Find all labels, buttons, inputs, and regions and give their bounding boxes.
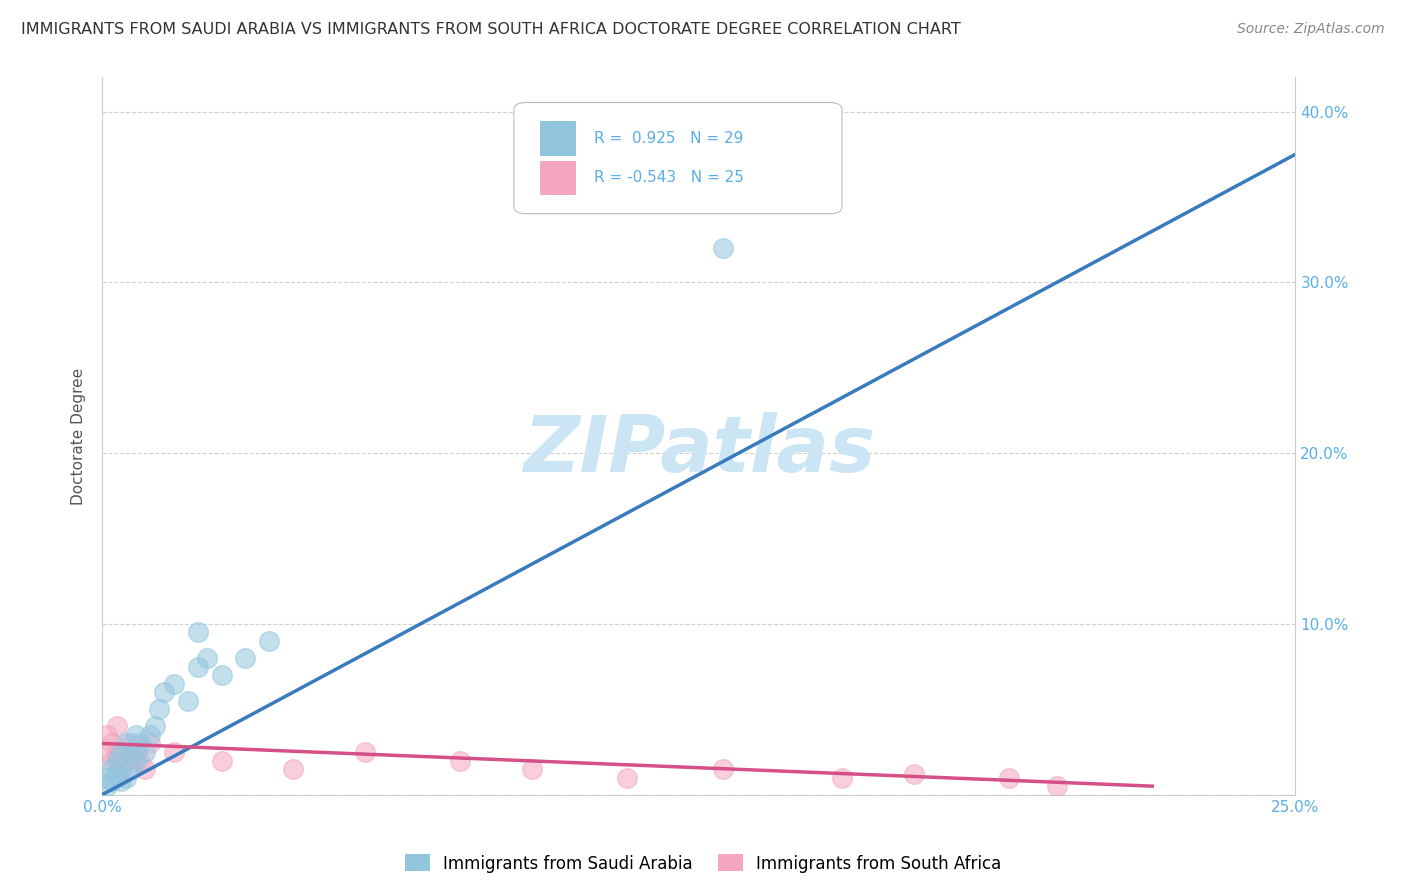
Point bbox=[616, 771, 638, 785]
Y-axis label: Doctorate Degree: Doctorate Degree bbox=[72, 368, 86, 505]
Point bbox=[110, 774, 132, 789]
Point bbox=[259, 634, 281, 648]
Point bbox=[115, 736, 138, 750]
Text: R =  0.925   N = 29: R = 0.925 N = 29 bbox=[593, 131, 744, 146]
Point bbox=[139, 728, 162, 742]
Point bbox=[1046, 779, 1069, 793]
Point bbox=[211, 754, 233, 768]
Point bbox=[281, 762, 304, 776]
Legend: Immigrants from Saudi Arabia, Immigrants from South Africa: Immigrants from Saudi Arabia, Immigrants… bbox=[398, 847, 1008, 880]
Point bbox=[100, 762, 122, 776]
Point bbox=[187, 625, 209, 640]
Point bbox=[235, 651, 257, 665]
Point bbox=[163, 745, 186, 759]
Text: ZIPatlas: ZIPatlas bbox=[523, 412, 875, 489]
Point bbox=[903, 767, 925, 781]
Point bbox=[449, 754, 471, 768]
Text: IMMIGRANTS FROM SAUDI ARABIA VS IMMIGRANTS FROM SOUTH AFRICA DOCTORATE DEGREE CO: IMMIGRANTS FROM SAUDI ARABIA VS IMMIGRAN… bbox=[21, 22, 960, 37]
Point bbox=[153, 685, 176, 699]
Point bbox=[134, 745, 156, 759]
Point bbox=[520, 762, 543, 776]
Point bbox=[148, 702, 170, 716]
Point bbox=[831, 771, 853, 785]
Point bbox=[187, 659, 209, 673]
Point bbox=[134, 762, 156, 776]
Point bbox=[711, 762, 734, 776]
Point bbox=[110, 762, 132, 776]
Point bbox=[120, 745, 142, 759]
Point bbox=[100, 774, 122, 789]
Point bbox=[129, 754, 152, 768]
Point bbox=[115, 754, 138, 768]
Point bbox=[96, 771, 118, 785]
Point bbox=[195, 651, 218, 665]
Point bbox=[100, 754, 122, 768]
Point bbox=[353, 745, 375, 759]
Point bbox=[120, 762, 142, 776]
Point bbox=[115, 771, 138, 785]
Text: Source: ZipAtlas.com: Source: ZipAtlas.com bbox=[1237, 22, 1385, 37]
FancyBboxPatch shape bbox=[540, 161, 576, 195]
Point bbox=[105, 767, 128, 781]
Point bbox=[711, 241, 734, 255]
Point bbox=[124, 745, 146, 759]
Point bbox=[124, 728, 146, 742]
FancyBboxPatch shape bbox=[513, 103, 842, 214]
Text: R = -0.543   N = 25: R = -0.543 N = 25 bbox=[593, 170, 744, 186]
Point bbox=[177, 694, 200, 708]
Point bbox=[129, 736, 152, 750]
Point bbox=[110, 745, 132, 759]
FancyBboxPatch shape bbox=[540, 121, 576, 155]
Point bbox=[998, 771, 1021, 785]
Point bbox=[100, 736, 122, 750]
Point bbox=[143, 719, 166, 733]
Point bbox=[120, 736, 142, 750]
Point bbox=[211, 668, 233, 682]
Point bbox=[96, 728, 118, 742]
Point bbox=[105, 754, 128, 768]
Point bbox=[105, 719, 128, 733]
Point bbox=[139, 736, 162, 750]
Point bbox=[124, 754, 146, 768]
Point bbox=[96, 745, 118, 759]
Point bbox=[163, 676, 186, 690]
Point bbox=[96, 779, 118, 793]
Point bbox=[105, 745, 128, 759]
